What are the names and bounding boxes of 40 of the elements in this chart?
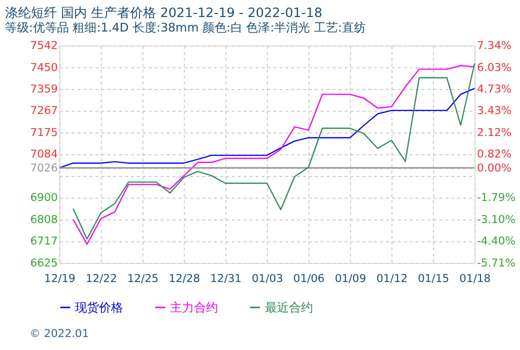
x-tick-label: 01/09 [334, 272, 366, 286]
y2-tick-label: 0.00% [476, 161, 512, 174]
y2-tick-label: -5.71% [476, 256, 516, 270]
text: © 2022.01 [30, 327, 89, 340]
y2-tick-label: -4.40% [476, 234, 516, 248]
y-tick-label: 7359 [30, 82, 58, 96]
y2-tick-label: 4.73% [476, 82, 512, 96]
y-tick-label: 6808 [30, 213, 58, 226]
y-tick-label: 7542 [30, 38, 58, 52]
y2-tick-label: 3.43% [476, 104, 512, 118]
x-tick-label: 01/15 [418, 272, 450, 286]
y-tick-label: 7175 [30, 126, 58, 139]
y-tick-label: 7267 [30, 104, 58, 118]
y2-tick-label: -3.10% [476, 212, 516, 226]
chart-title: 涤纶短纤 国内 生产者价格 2021-12-19 - 2022-01-18 [4, 6, 322, 21]
y-tick-label: 7026 [30, 161, 58, 174]
y2-tick-label: -1.79% [476, 191, 516, 204]
x-tick-label: 01/06 [293, 272, 325, 286]
x-tick-label: 01/03 [252, 272, 284, 286]
x-tick-label: 12/19 [44, 272, 76, 286]
x-tick-label: 01/12 [376, 272, 408, 286]
y2-tick-label: 7.34% [476, 38, 512, 52]
y-tick-label: 6625 [30, 256, 58, 270]
y-tick-label: 7450 [30, 60, 58, 74]
y-tick-label: 6900 [30, 191, 58, 204]
legend-label: 主力合约 [170, 300, 218, 314]
x-tick-label: 12/31 [210, 272, 242, 286]
chart-subtitle: 等级:优等品 粗细:1.4D 长度:38mm 颜色:白 色泽:半消光 工艺:直纺 [4, 20, 366, 35]
y2-tick-label: 6.03% [476, 60, 512, 74]
legend-label: 现货价格 [75, 300, 124, 314]
x-tick-label: 12/28 [168, 272, 200, 286]
y2-tick-label: 0.82% [476, 148, 512, 161]
line-series [58, 88, 476, 168]
x-tick-label: 12/25 [127, 272, 158, 286]
legend-label: 最近合约 [264, 300, 313, 314]
x-tick-label: 01/18 [459, 272, 491, 286]
y-tick-label: 7084 [30, 148, 58, 161]
y2-tick-label: 2.12% [476, 126, 512, 139]
y-tick-label: 6717 [30, 234, 58, 248]
x-tick-label: 12/22 [86, 272, 117, 286]
